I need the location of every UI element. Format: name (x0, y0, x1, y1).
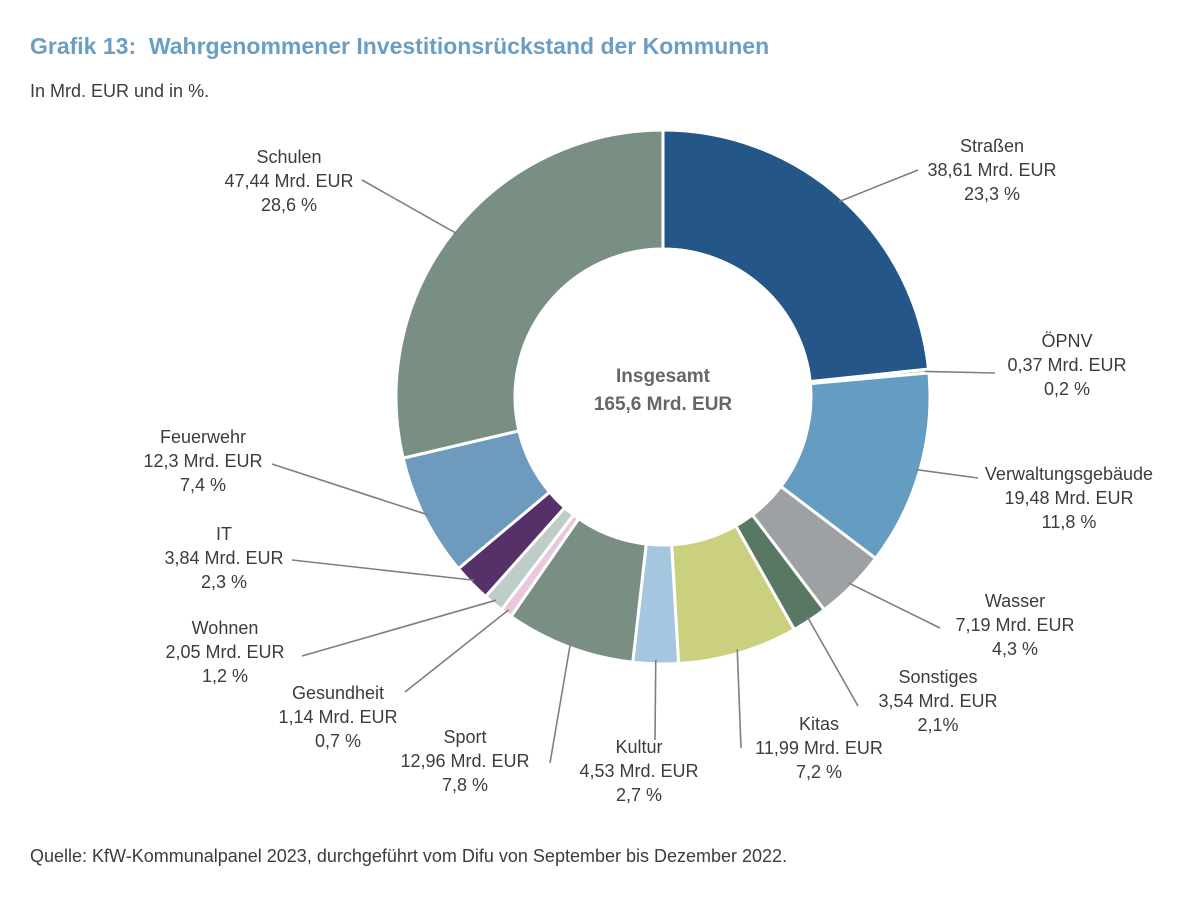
data-label-kultur: Kultur 4,53 Mrd. EUR 2,7 % (579, 737, 698, 805)
leader-line-wohnen (301, 599, 497, 657)
data-label-sport: Sport 12,96 Mrd. EUR 7,8 % (400, 727, 529, 795)
data-label-it: IT 3,84 Mrd. EUR 2,3 % (164, 524, 283, 592)
data-label-oepnv: ÖPNV 0,37 Mrd. EUR 0,2 % (1007, 331, 1126, 399)
leader-line-kitas (736, 649, 742, 749)
data-label-wasser: Wasser 7,19 Mrd. EUR 4,3 % (955, 591, 1074, 659)
chart-title: Grafik 13: Wahrgenommener Investitionsrü… (30, 33, 770, 59)
leader-line-sport (549, 643, 572, 764)
data-label-wohnen: Wohnen 2,05 Mrd. EUR 1,2 % (165, 618, 284, 686)
leader-line-sonstiges (806, 616, 859, 707)
leader-line-oepnv (924, 370, 996, 374)
chart-source: Quelle: KfW-Kommunalpanel 2023, durchgef… (30, 846, 788, 866)
leader-line-gesundheit (404, 609, 510, 693)
leader-line-wasser (848, 582, 941, 629)
leader-line-schulen (361, 179, 458, 235)
slice-schulen (394, 128, 665, 460)
data-label-strassen: Straßen 38,61 Mrd. EUR 23,3 % (927, 136, 1056, 204)
leader-line-feuerwehr (271, 463, 429, 516)
slice-strassen (661, 128, 931, 384)
leader-line-it (291, 559, 475, 582)
data-label-feuerwehr: Feuerwehr 12,3 Mrd. EUR 7,4 % (143, 427, 262, 495)
center-label-value: 165,6 Mrd. EUR (594, 394, 733, 415)
data-label-schulen: Schulen 47,44 Mrd. EUR 28,6 % (224, 147, 353, 215)
leader-line-kultur (654, 659, 657, 741)
chart-subtitle: In Mrd. EUR und in %. (30, 81, 210, 101)
leader-line-strassen (838, 169, 919, 203)
data-label-verwaltungsgebaeude: Verwaltungsgebäude 19,48 Mrd. EUR 11,8 % (985, 464, 1153, 532)
data-label-sonstiges: Sonstiges 3,54 Mrd. EUR 2,1% (878, 667, 997, 735)
data-label-kitas: Kitas 11,99 Mrd. EUR 7,2 % (755, 714, 883, 782)
leader-line-verwaltungsgebaeude (915, 468, 979, 479)
center-label-total: Insgesamt (616, 366, 711, 387)
data-label-gesundheit: Gesundheit 1,14 Mrd. EUR 0,7 % (278, 683, 397, 751)
